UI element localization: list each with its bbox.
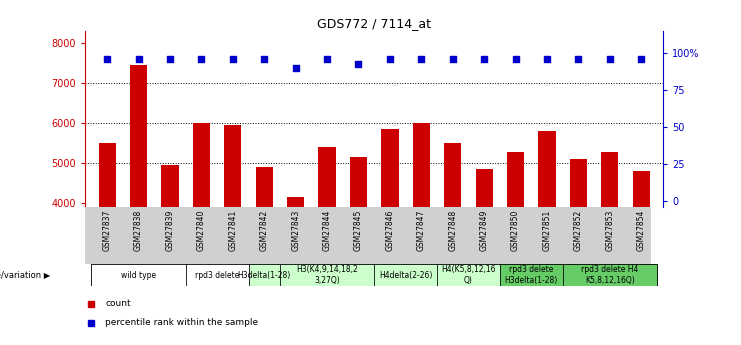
Point xyxy=(416,56,428,62)
Title: GDS772 / 7114_at: GDS772 / 7114_at xyxy=(317,17,431,30)
Text: GSM27848: GSM27848 xyxy=(448,210,457,251)
Text: percentile rank within the sample: percentile rank within the sample xyxy=(105,318,259,327)
Point xyxy=(573,56,585,62)
Point xyxy=(259,56,270,62)
Bar xyxy=(287,197,305,345)
Bar xyxy=(99,143,116,345)
Text: GSM27849: GSM27849 xyxy=(479,210,488,251)
Text: H4delta(2-26): H4delta(2-26) xyxy=(379,270,432,280)
Bar xyxy=(248,264,280,286)
Text: GSM27841: GSM27841 xyxy=(228,210,237,251)
Text: wild type: wild type xyxy=(121,270,156,280)
Bar xyxy=(256,167,273,345)
Bar xyxy=(225,125,242,345)
Text: GSM27845: GSM27845 xyxy=(354,210,363,251)
Point xyxy=(510,56,522,62)
Bar xyxy=(280,264,374,286)
Bar xyxy=(507,152,524,345)
Text: genotype/variation ▶: genotype/variation ▶ xyxy=(0,270,50,280)
Bar xyxy=(319,147,336,345)
Bar xyxy=(562,264,657,286)
Point xyxy=(384,56,396,62)
Text: count: count xyxy=(105,299,131,308)
Text: GSM27838: GSM27838 xyxy=(134,210,143,251)
Text: GSM27854: GSM27854 xyxy=(637,210,645,251)
Bar xyxy=(476,169,493,345)
Point xyxy=(227,56,239,62)
Text: GSM27851: GSM27851 xyxy=(542,210,551,251)
Text: GSM27837: GSM27837 xyxy=(103,210,112,251)
Bar xyxy=(570,159,587,345)
Text: H3delta(1-28): H3delta(1-28) xyxy=(238,270,291,280)
Point xyxy=(164,56,176,62)
Point xyxy=(321,56,333,62)
Bar xyxy=(500,264,562,286)
Bar xyxy=(413,123,430,345)
Point xyxy=(196,56,207,62)
Bar xyxy=(601,152,619,345)
Bar xyxy=(633,171,650,345)
Text: GSM27852: GSM27852 xyxy=(574,210,583,251)
Bar xyxy=(538,131,556,345)
Point xyxy=(604,56,616,62)
Bar xyxy=(374,264,437,286)
Point xyxy=(478,56,490,62)
Text: GSM27842: GSM27842 xyxy=(260,210,269,251)
Bar xyxy=(186,264,248,286)
Text: GSM27847: GSM27847 xyxy=(417,210,426,251)
Point xyxy=(447,56,459,62)
Text: GSM27844: GSM27844 xyxy=(322,210,331,251)
Text: GSM27843: GSM27843 xyxy=(291,210,300,251)
Bar xyxy=(91,264,186,286)
Point xyxy=(353,61,365,66)
Text: GSM27839: GSM27839 xyxy=(165,210,175,251)
Text: GSM27846: GSM27846 xyxy=(385,210,394,251)
Bar xyxy=(130,65,147,345)
Bar xyxy=(193,123,210,345)
Point xyxy=(290,65,302,71)
Text: GSM27850: GSM27850 xyxy=(511,210,520,251)
Text: rpd3 delete
H3delta(1-28): rpd3 delete H3delta(1-28) xyxy=(505,265,558,285)
Point xyxy=(541,56,553,62)
Text: rpd3 delete: rpd3 delete xyxy=(195,270,239,280)
Bar xyxy=(162,165,179,345)
Text: GSM27840: GSM27840 xyxy=(197,210,206,251)
Bar xyxy=(437,264,500,286)
Text: GSM27853: GSM27853 xyxy=(605,210,614,251)
Point xyxy=(102,56,113,62)
Bar xyxy=(350,157,367,345)
Text: H4(K5,8,12,16
Q): H4(K5,8,12,16 Q) xyxy=(441,265,496,285)
Point xyxy=(133,56,144,62)
Text: H3(K4,9,14,18,2
3,27Q): H3(K4,9,14,18,2 3,27Q) xyxy=(296,265,358,285)
Bar xyxy=(444,143,462,345)
Text: rpd3 delete H4
K5,8,12,16Q): rpd3 delete H4 K5,8,12,16Q) xyxy=(581,265,639,285)
Bar xyxy=(382,129,399,345)
Point xyxy=(635,56,647,62)
